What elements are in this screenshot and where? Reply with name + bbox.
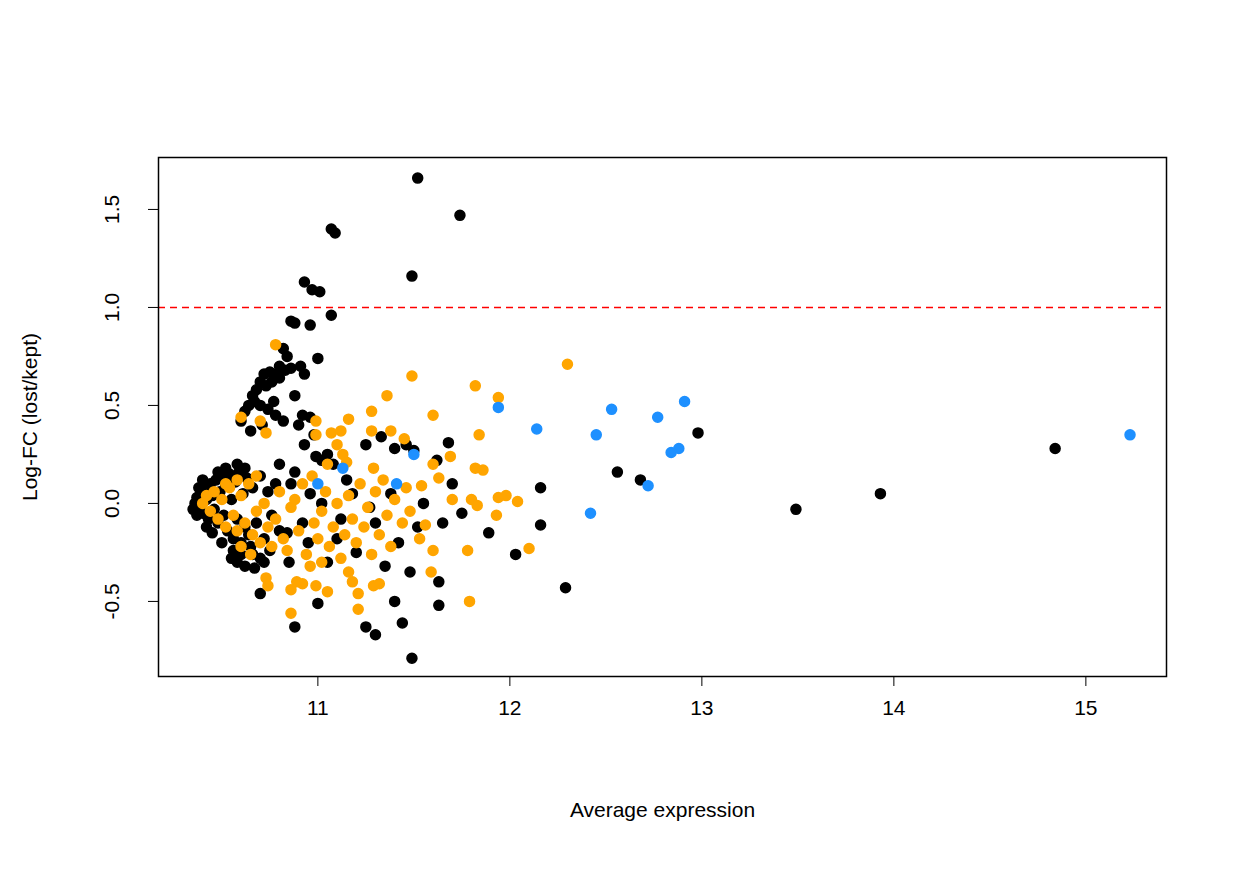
svg-text:13: 13 — [690, 696, 713, 719]
svg-text:1.0: 1.0 — [100, 293, 123, 322]
svg-text:Log-FC (lost/kept): Log-FC (lost/kept) — [18, 333, 41, 501]
svg-text:-0.5: -0.5 — [100, 583, 123, 619]
svg-text:11: 11 — [307, 696, 329, 719]
svg-text:0.0: 0.0 — [100, 489, 123, 518]
svg-text:Average expression: Average expression — [570, 798, 755, 821]
svg-text:12: 12 — [498, 696, 521, 719]
svg-text:1.5: 1.5 — [100, 195, 123, 224]
svg-text:15: 15 — [1074, 696, 1097, 719]
svg-text:0.5: 0.5 — [100, 391, 123, 420]
svg-text:14: 14 — [882, 696, 906, 719]
